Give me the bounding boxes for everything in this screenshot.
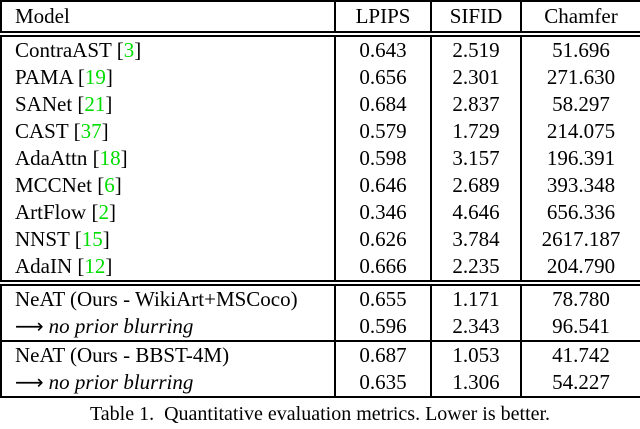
citation-link[interactable]: 18 (99, 146, 121, 170)
table-row: SANet [21] 0.684 2.837 58.297 (1, 91, 640, 118)
lpips-value: 0.626 (334, 226, 431, 253)
column-header-lpips: LPIPS (334, 1, 431, 34)
citation-link[interactable]: 15 (81, 227, 103, 251)
lpips-value: 0.656 (334, 64, 431, 91)
table-row: ArtFlow [2] 0.346 4.646 656.336 (1, 199, 640, 226)
sifid-value: 1.171 (430, 280, 521, 313)
model-cell: SANet [21] (15, 92, 113, 116)
table-row: ⟶ no prior blurring 0.596 2.343 96.541 (1, 313, 640, 341)
header-row: Model LPIPS SIFID Chamfer (1, 1, 640, 34)
model-cell: NeAT (Ours - WikiArt+MSCoco) (1, 280, 335, 313)
lpips-value: 0.346 (334, 199, 431, 226)
model-cell: NeAT (Ours - BBST-4M) (1, 340, 335, 369)
model-cell: ContraAST [3] (1, 31, 335, 64)
sifid-value: 2.301 (430, 64, 521, 91)
model-name: CAST (15, 119, 69, 143)
model-name: no prior blurring (48, 314, 194, 338)
lpips-value: 0.684 (334, 91, 431, 118)
sifid-value: 2.689 (430, 172, 521, 199)
model-cell: NNST [15] (15, 227, 110, 251)
chamfer-value: 2617.187 (520, 226, 640, 253)
table-row: ContraAST [3] 0.643 2.519 51.696 (1, 31, 640, 64)
model-name: AdaAttn (15, 146, 88, 170)
model-cell: MCCNet [6] (15, 173, 122, 197)
sifid-value: 2.343 (430, 313, 521, 341)
lpips-value: 0.666 (334, 253, 431, 283)
model-name: NNST (15, 227, 70, 251)
column-header-model: Model (15, 4, 70, 28)
lpips-value: 0.596 (334, 313, 431, 341)
lpips-value: 0.598 (334, 145, 431, 172)
lpips-value: 0.643 (334, 31, 431, 64)
column-header-sifid: SIFID (430, 1, 521, 34)
chamfer-value: 51.696 (520, 31, 640, 64)
chamfer-value: 41.742 (520, 340, 640, 369)
model-cell: CAST [37] (15, 119, 109, 143)
model-name: NeAT (Ours - WikiArt+MSCoco) (15, 287, 298, 311)
sifid-value: 2.235 (430, 253, 521, 283)
lpips-value: 0.635 (334, 369, 431, 397)
table-row: CAST [37] 0.579 1.729 214.075 (1, 118, 640, 145)
citation-link[interactable]: 2 (98, 200, 109, 224)
model-cell: ArtFlow [2] (15, 200, 116, 224)
table-row: AdaIN [12] 0.666 2.235 204.790 (1, 253, 640, 283)
chamfer-value: 393.348 (520, 172, 640, 199)
table-row: PAMA [19] 0.656 2.301 271.630 (1, 64, 640, 91)
citation-link[interactable]: 6 (104, 173, 115, 197)
chamfer-value: 78.780 (520, 280, 640, 313)
citation-link[interactable]: 19 (84, 65, 106, 89)
sifid-value: 2.837 (430, 91, 521, 118)
model-name: PAMA (15, 65, 73, 89)
table-row: MCCNet [6] 0.646 2.689 393.348 (1, 172, 640, 199)
lpips-value: 0.579 (334, 118, 431, 145)
table-row: NNST [15] 0.626 3.784 2617.187 (1, 226, 640, 253)
model-name: MCCNet (15, 173, 93, 197)
model-cell: ⟶ no prior blurring (1, 313, 335, 341)
model-cell: AdaAttn [18] (15, 146, 128, 170)
table-row: AdaAttn [18] 0.598 3.157 196.391 (1, 145, 640, 172)
model-cell: PAMA [19] (15, 65, 113, 89)
citation-link[interactable]: 37 (80, 119, 102, 143)
chamfer-value: 196.391 (520, 145, 640, 172)
model-name: ArtFlow (15, 200, 87, 224)
sifid-value: 1.053 (430, 340, 521, 369)
citation-link[interactable]: 3 (123, 38, 135, 62)
table-caption: Table 1. Quantitative evaluation metrics… (89, 403, 551, 425)
sifid-value: 1.729 (430, 118, 521, 145)
long-right-arrow-icon: ⟶ (15, 314, 44, 338)
long-right-arrow-icon: ⟶ (15, 370, 44, 394)
sifid-value: 1.306 (430, 369, 521, 397)
chamfer-value: 58.297 (520, 91, 640, 118)
chamfer-value: 54.227 (520, 369, 640, 397)
sifid-value: 4.646 (430, 199, 521, 226)
table-row: ⟶ no prior blurring 0.635 1.306 54.227 (1, 369, 640, 397)
citation-link[interactable]: 12 (84, 254, 106, 278)
citation-link[interactable]: 21 (84, 92, 106, 116)
column-header-chamfer: Chamfer (520, 1, 640, 34)
chamfer-value: 271.630 (520, 64, 640, 91)
chamfer-value: 96.541 (520, 313, 640, 341)
model-cell: ⟶ no prior blurring (1, 369, 335, 397)
table-row: NeAT (Ours - BBST-4M) 0.687 1.053 41.742 (1, 340, 640, 369)
model-name: NeAT (Ours - BBST-4M) (15, 343, 230, 367)
model-name: SANet (15, 92, 73, 116)
lpips-value: 0.687 (334, 340, 431, 369)
lpips-value: 0.646 (334, 172, 431, 199)
chamfer-value: 204.790 (520, 253, 640, 283)
model-cell: AdaIN [12] (15, 254, 113, 278)
chamfer-value: 214.075 (520, 118, 640, 145)
sifid-value: 2.519 (430, 31, 521, 64)
table-row: NeAT (Ours - WikiArt+MSCoco) 0.655 1.171 78… (1, 280, 640, 313)
model-name: no prior blurring (48, 370, 194, 394)
model-name: AdaIN (15, 254, 73, 278)
chamfer-value: 656.336 (520, 199, 640, 226)
sifid-value: 3.157 (430, 145, 521, 172)
model-name: ContraAST (15, 38, 112, 62)
metrics-table: Model LPIPS SIFID Chamfer ContraAST [3] 0… (0, 0, 640, 398)
sifid-value: 3.784 (430, 226, 521, 253)
lpips-value: 0.655 (334, 280, 431, 313)
